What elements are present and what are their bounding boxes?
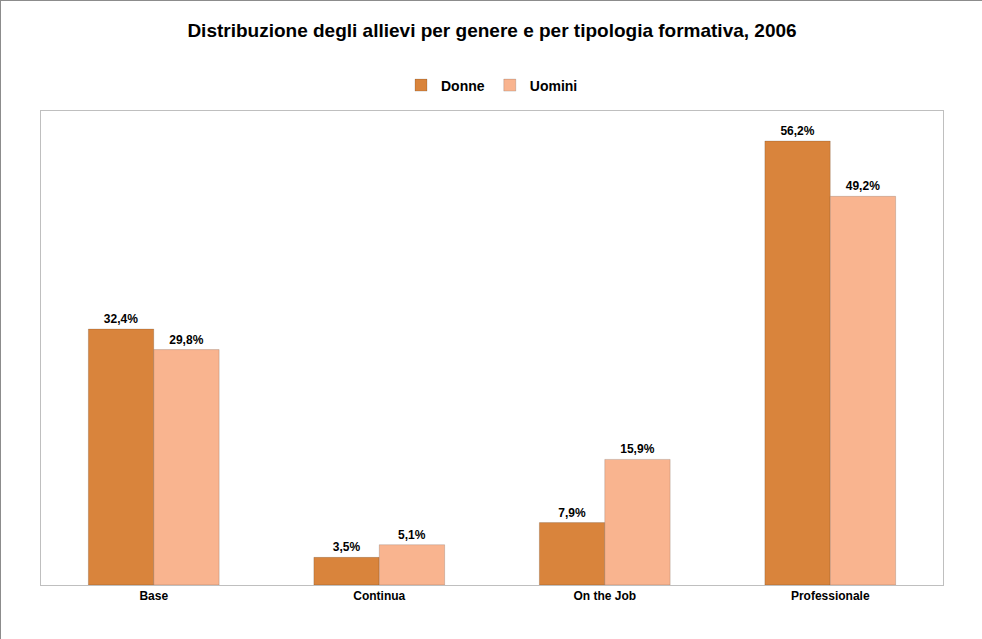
svg-text:5,1%: 5,1%: [398, 528, 426, 542]
svg-text:32,4%: 32,4%: [104, 312, 138, 326]
svg-text:Continua: Continua: [353, 589, 405, 603]
svg-text:15,9%: 15,9%: [620, 442, 654, 456]
svg-text:49,2%: 49,2%: [846, 179, 880, 193]
svg-text:On the Job: On the Job: [573, 589, 636, 603]
svg-text:29,8%: 29,8%: [169, 333, 203, 347]
svg-text:3,5%: 3,5%: [333, 540, 361, 554]
svg-text:Donne: Donne: [441, 78, 485, 94]
svg-text:56,2%: 56,2%: [780, 124, 814, 138]
svg-text:Distribuzione degli allievi pe: Distribuzione degli allievi per genere e…: [187, 20, 796, 41]
svg-text:7,9%: 7,9%: [558, 506, 586, 520]
svg-text:Base: Base: [139, 589, 168, 603]
svg-text:Professionale: Professionale: [791, 589, 870, 603]
svg-text:Uomini: Uomini: [530, 78, 577, 94]
